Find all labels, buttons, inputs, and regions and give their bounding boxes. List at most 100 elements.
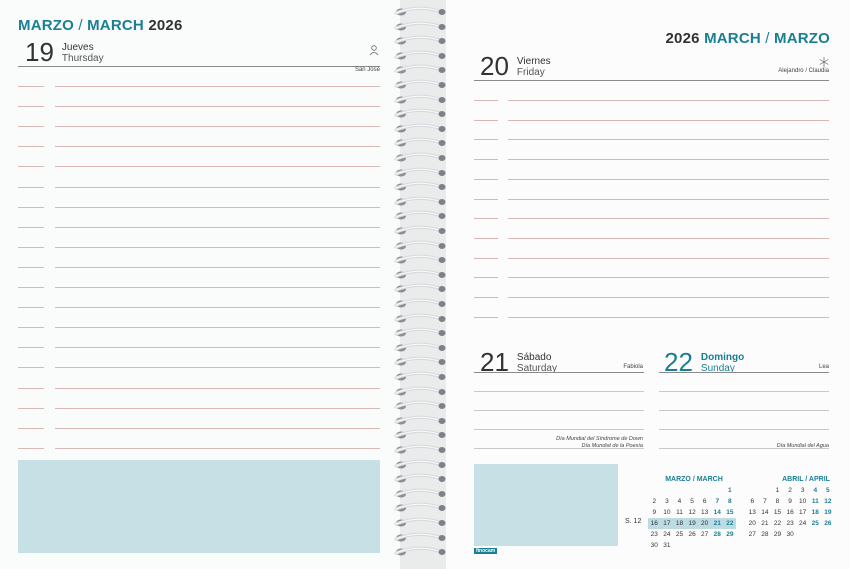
spiral-coil bbox=[394, 240, 446, 250]
calendar-day bbox=[746, 485, 759, 496]
day-21-event-2: Día Mundial de la Poesía bbox=[581, 443, 643, 449]
calendar-day: 20 bbox=[748, 520, 756, 527]
writing-line bbox=[508, 257, 829, 259]
calendar-day: 4 bbox=[813, 487, 818, 494]
weekend-line bbox=[474, 391, 644, 392]
calendar-day: 30 bbox=[650, 542, 658, 549]
time-tick bbox=[474, 277, 498, 279]
writing-line bbox=[508, 198, 829, 200]
time-tick bbox=[18, 347, 44, 349]
spiral-coil bbox=[394, 342, 446, 352]
spiral-binding bbox=[384, 0, 454, 569]
writing-line bbox=[508, 139, 829, 141]
time-tick bbox=[18, 327, 44, 329]
calendar-day: 4 bbox=[677, 498, 682, 505]
calendar-day bbox=[698, 485, 711, 496]
spiral-coil bbox=[394, 284, 446, 293]
calendar-march-title: MARZO / MARCH bbox=[665, 476, 723, 483]
writing-line bbox=[55, 367, 380, 369]
writing-line bbox=[55, 226, 380, 228]
writing-line bbox=[55, 86, 380, 87]
calendar-day: 14 bbox=[761, 509, 769, 516]
writing-line bbox=[55, 287, 380, 288]
spiral-coil bbox=[394, 123, 446, 133]
calendar-day: 6 bbox=[750, 498, 755, 505]
day-19-saint: San José bbox=[354, 67, 380, 73]
calendar-day: 27 bbox=[748, 531, 756, 538]
day-19-number: 19 bbox=[25, 37, 54, 67]
time-tick bbox=[18, 86, 44, 87]
spiral-coil bbox=[394, 108, 446, 118]
calendar-day bbox=[686, 485, 699, 496]
right-header-en: MARCH bbox=[704, 30, 761, 47]
calendar-day: 21 bbox=[710, 518, 724, 529]
spiral-coil bbox=[394, 35, 446, 45]
spiral-coil bbox=[394, 546, 446, 556]
calendar-day bbox=[711, 485, 724, 496]
spiral-coil bbox=[394, 444, 446, 454]
time-tick bbox=[474, 198, 498, 200]
day-20-en: Friday bbox=[516, 67, 545, 78]
calendar-day: 18 bbox=[811, 509, 819, 516]
time-tick bbox=[18, 266, 44, 268]
spiral-coil bbox=[394, 488, 446, 498]
weekend-line bbox=[474, 410, 644, 411]
calendar-april-title: ABRIL / APRIL bbox=[782, 476, 830, 483]
spiral-coil bbox=[394, 415, 446, 425]
right-header-year: 2026 bbox=[665, 30, 700, 47]
calendar-day: 13 bbox=[748, 509, 756, 516]
calendar-day: 1 bbox=[728, 487, 732, 494]
spiral-coil bbox=[394, 6, 446, 16]
calendar-day: 16 bbox=[786, 509, 794, 516]
weekend-line bbox=[659, 448, 829, 449]
spiral-coil bbox=[394, 269, 446, 279]
time-tick bbox=[18, 246, 44, 248]
writing-line bbox=[55, 307, 380, 309]
calendar-day: 22 bbox=[723, 518, 737, 529]
writing-line bbox=[508, 316, 829, 318]
time-tick bbox=[18, 126, 44, 128]
calendar-day: 21 bbox=[761, 520, 769, 527]
time-tick bbox=[18, 106, 44, 108]
writing-line bbox=[55, 106, 380, 108]
day-21-header: 21 Sábado Saturday bbox=[480, 347, 557, 377]
calendar-day: 30 bbox=[786, 531, 794, 538]
right-page: 2026 MARCH / MARZO 20 Viernes Friday Ale… bbox=[446, 0, 850, 569]
spiral-coil bbox=[394, 430, 446, 439]
time-tick bbox=[18, 287, 44, 288]
day-21-number: 21 bbox=[480, 347, 509, 377]
day-22-names: Domingo Sunday bbox=[701, 352, 744, 374]
calendar-day: 10 bbox=[799, 498, 807, 505]
day-21-names: Sábado Saturday bbox=[517, 352, 557, 374]
day-22-rule bbox=[659, 372, 829, 373]
calendar-day: 27 bbox=[701, 531, 709, 538]
writing-line bbox=[508, 277, 829, 279]
calendar-april: 1 2 3 4 5 6 7 8 9 10 11 12 13 14 15 16 17 18 19 20 21 22 23 24 2… bbox=[746, 485, 834, 540]
writing-line bbox=[508, 159, 829, 161]
calendar-day bbox=[698, 540, 711, 551]
spiral-coil bbox=[394, 181, 446, 191]
calendar-day: 5 bbox=[690, 498, 694, 505]
day-20-number: 20 bbox=[480, 51, 509, 81]
weekend-line bbox=[659, 410, 829, 411]
calendar-day bbox=[809, 529, 822, 540]
right-header-es: MARZO bbox=[774, 30, 830, 47]
calendar-day: 28 bbox=[713, 531, 721, 538]
calendar-day: 6 bbox=[702, 498, 707, 505]
calendar-day: 23 bbox=[650, 531, 658, 538]
writing-line bbox=[55, 427, 380, 429]
spiral-coil bbox=[394, 371, 446, 381]
calendar-day: 7 bbox=[715, 498, 720, 505]
calendar-day: 9 bbox=[788, 498, 792, 505]
day-21-rule bbox=[474, 372, 644, 373]
spiral-coil bbox=[394, 459, 446, 469]
calendar-day: 11 bbox=[811, 498, 819, 505]
calendar-day bbox=[673, 485, 686, 496]
calendar-day: 8 bbox=[775, 498, 780, 505]
day-21-es: Sábado bbox=[516, 352, 552, 363]
day-22-header: 22 Domingo Sunday bbox=[664, 349, 744, 375]
writing-line bbox=[508, 218, 829, 220]
writing-line bbox=[508, 100, 829, 101]
time-tick bbox=[18, 206, 44, 208]
